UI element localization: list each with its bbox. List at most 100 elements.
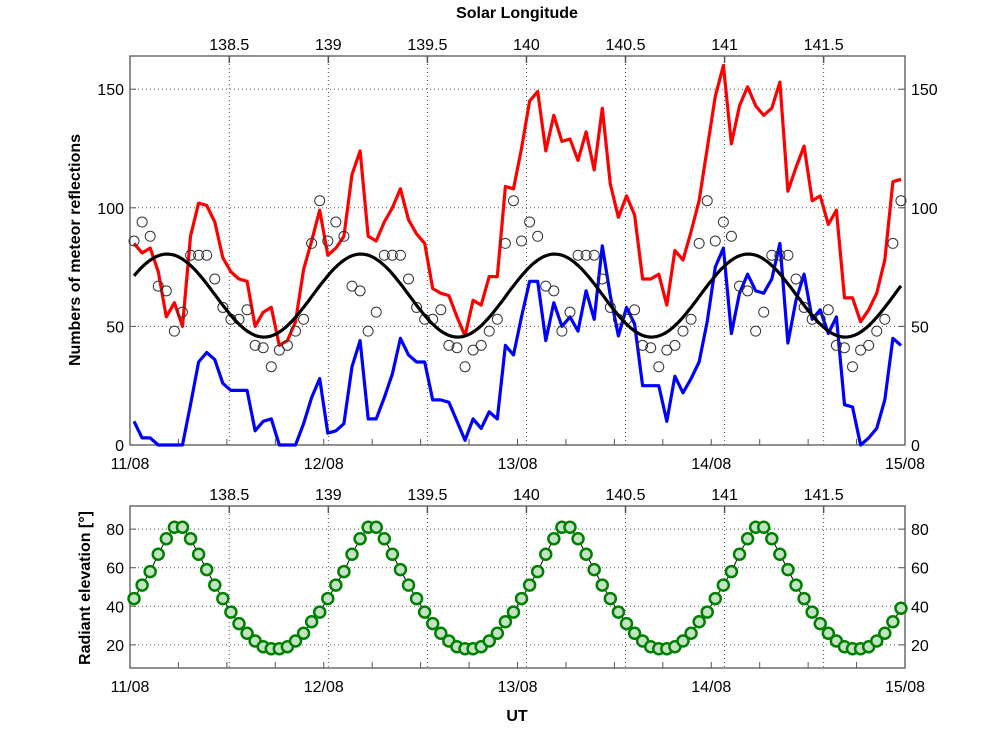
elevation-point bbox=[385, 547, 400, 561]
y-tick-label: 150 bbox=[97, 82, 124, 99]
bottom-x-axis-label: UT bbox=[506, 708, 528, 725]
x-tick-label: 11/08 bbox=[111, 456, 150, 473]
open-circle-point bbox=[661, 344, 673, 356]
y-tick-label-right: 80 bbox=[911, 522, 929, 539]
open-circle-point bbox=[201, 249, 213, 261]
open-circle-point bbox=[685, 313, 697, 325]
open-circle-point bbox=[677, 325, 689, 337]
y-tick-label: 50 bbox=[106, 319, 124, 336]
open-circle-point bbox=[330, 216, 342, 228]
open-circle-point bbox=[314, 195, 326, 207]
open-circle-point bbox=[895, 195, 907, 207]
open-circle-point bbox=[782, 249, 794, 261]
elevation-point bbox=[490, 626, 505, 641]
x-tick-label: 11/08 bbox=[111, 679, 150, 696]
open-circle-point bbox=[766, 249, 778, 261]
open-circle-point bbox=[241, 304, 253, 316]
open-circle-point bbox=[774, 249, 786, 261]
open-circle-point bbox=[185, 249, 197, 261]
elevation-point bbox=[345, 547, 359, 561]
open-circle-point bbox=[128, 235, 140, 247]
open-circle-point bbox=[669, 339, 681, 351]
open-circle-point bbox=[176, 306, 188, 318]
open-circle-point bbox=[871, 325, 883, 337]
elevation-point bbox=[208, 578, 222, 592]
elevation-point bbox=[708, 591, 723, 606]
elevation-point bbox=[756, 520, 771, 534]
elevation-point bbox=[321, 591, 335, 606]
elevation-point bbox=[151, 547, 166, 561]
open-circle-point bbox=[750, 325, 762, 337]
sinusoid-fit-line bbox=[132, 252, 903, 339]
top-axis-tick-label: 141.5 bbox=[804, 487, 844, 504]
elevation-point bbox=[530, 564, 545, 579]
open-circle-point bbox=[217, 301, 229, 313]
open-circle-point bbox=[580, 249, 592, 261]
elevation-point bbox=[886, 614, 900, 629]
x-tick-label: 14/08 bbox=[691, 679, 731, 696]
open-circle-point bbox=[467, 344, 479, 356]
elevation-point bbox=[571, 532, 585, 546]
open-circle-point bbox=[394, 249, 406, 261]
open-circle-point bbox=[540, 280, 552, 292]
y-tick-label: 100 bbox=[97, 201, 124, 218]
chart-title: Solar Longitude bbox=[456, 5, 578, 22]
elevation-point bbox=[627, 626, 642, 641]
top-axis-tick-label: 140 bbox=[513, 37, 540, 54]
open-circle-point bbox=[435, 304, 447, 316]
top-axis-tick-label: 139.5 bbox=[407, 37, 447, 54]
top-axis-tick-label: 138.5 bbox=[209, 487, 249, 504]
open-circle-point bbox=[306, 237, 318, 249]
open-circle-point bbox=[257, 342, 269, 354]
elevation-point bbox=[393, 562, 408, 577]
elevation-point bbox=[732, 547, 747, 561]
open-circle-point bbox=[273, 344, 285, 356]
elevation-point bbox=[191, 547, 206, 561]
elevation-point bbox=[482, 634, 496, 648]
elevation-point bbox=[232, 616, 246, 631]
top-axis-tick-label: 141 bbox=[711, 487, 738, 504]
elevation-point bbox=[724, 564, 739, 579]
elevation-point bbox=[878, 626, 892, 641]
open-circle-point bbox=[370, 306, 382, 318]
elevation-point bbox=[700, 605, 714, 619]
y-tick-label-right: 20 bbox=[911, 638, 929, 655]
open-circle-point bbox=[524, 216, 536, 228]
elevation-point bbox=[539, 547, 553, 561]
y-tick-label: 40 bbox=[106, 599, 124, 616]
open-circle-point bbox=[693, 237, 705, 249]
y-tick-label: 60 bbox=[106, 561, 124, 578]
open-circle-point bbox=[742, 285, 754, 297]
open-circle-point bbox=[152, 280, 164, 292]
top-axis-tick-label: 141.5 bbox=[804, 37, 844, 54]
open-circle-point bbox=[847, 361, 859, 373]
open-circle-point bbox=[403, 273, 415, 285]
elevation-point bbox=[587, 562, 601, 577]
y-tick-label-right: 40 bbox=[911, 599, 929, 616]
red-series-line bbox=[132, 63, 902, 347]
y-tick-label-right: 100 bbox=[911, 201, 938, 218]
elevation-point bbox=[498, 614, 513, 629]
x-tick-label: 15/08 bbox=[885, 679, 925, 696]
elevation-point bbox=[143, 564, 157, 579]
elevation-point bbox=[619, 616, 634, 631]
elevation-point bbox=[611, 605, 626, 619]
elevation-point bbox=[377, 532, 392, 546]
x-tick-label: 14/08 bbox=[691, 456, 731, 473]
x-tick-label: 12/08 bbox=[304, 679, 344, 696]
elevation-point bbox=[159, 532, 174, 546]
open-circle-point bbox=[499, 237, 511, 249]
open-circle-point bbox=[168, 325, 180, 337]
elevation-point bbox=[337, 564, 351, 579]
elevation-point bbox=[304, 614, 319, 629]
open-circle-point bbox=[136, 216, 148, 228]
open-circle-point bbox=[475, 339, 487, 351]
elevation-point bbox=[409, 591, 424, 606]
elevation-point bbox=[821, 626, 836, 641]
open-circle-point bbox=[491, 313, 503, 325]
open-circle-point bbox=[734, 280, 746, 292]
open-circle-point bbox=[855, 344, 867, 356]
elevation-point bbox=[522, 578, 537, 592]
y-tick-label-right: 0 bbox=[911, 438, 920, 455]
